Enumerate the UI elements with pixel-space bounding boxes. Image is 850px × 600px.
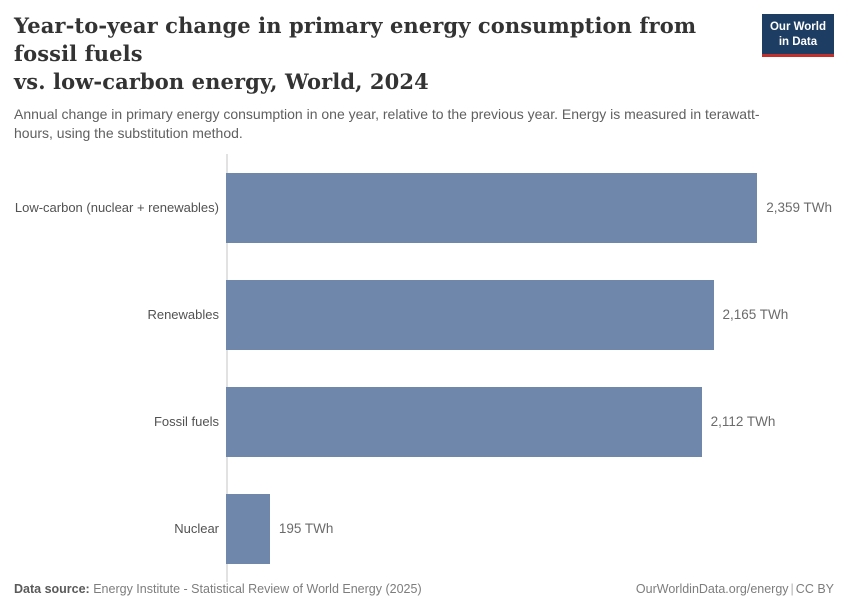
value-label: 2,112 TWh xyxy=(710,414,776,430)
chart-footer: Data source: Energy Institute - Statisti… xyxy=(14,582,834,596)
category-label: Nuclear xyxy=(174,521,219,537)
owid-logo-line2: in Data xyxy=(778,35,818,48)
category-label: Renewables xyxy=(147,307,219,323)
bar-chart: Low-carbon (nuclear + renewables) 2,359 … xyxy=(14,154,834,583)
data-source: Data source: Energy Institute - Statisti… xyxy=(14,582,422,596)
bar-track: 2,165 TWh xyxy=(226,279,834,350)
value-label: 2,165 TWh xyxy=(722,307,789,323)
value-label: 195 TWh xyxy=(278,521,334,537)
bar-track: 2,359 TWh xyxy=(226,172,834,243)
y-axis-line xyxy=(226,154,228,583)
site-link[interactable]: OurWorldinData.org/energy xyxy=(635,582,789,597)
chart-title: Year-to-year change in primary energy co… xyxy=(14,12,754,96)
chart-title-line2: vs. low-carbon energy, World, 2024 xyxy=(14,68,429,94)
bar-row: Renewables 2,165 TWh xyxy=(14,261,834,368)
bar[interactable] xyxy=(226,279,714,350)
bar-row: Fossil fuels 2,112 TWh xyxy=(14,368,834,475)
category-label: Low-carbon (nuclear + renewables) xyxy=(14,200,219,216)
data-source-text: Energy Institute - Statistical Review of… xyxy=(93,582,422,597)
footer-separator: | xyxy=(790,582,794,597)
chart-title-line1: Year-to-year change in primary energy co… xyxy=(14,13,697,66)
owid-logo-line1: Our World xyxy=(769,21,826,33)
chart-subtitle: Annual change in primary energy consumpt… xyxy=(14,105,760,142)
footer-right: OurWorldinData.org/energy | CC BY xyxy=(636,582,834,596)
license-label: CC BY xyxy=(795,582,834,597)
bar-track: 2,112 TWh xyxy=(226,386,834,457)
chart-header: Year-to-year change in primary energy co… xyxy=(14,12,834,96)
bar[interactable] xyxy=(226,172,758,243)
value-label: 2,359 TWh xyxy=(766,200,832,216)
owid-logo[interactable]: Our World in Data xyxy=(761,14,834,57)
bar-row: Low-carbon (nuclear + renewables) 2,359 … xyxy=(14,154,834,261)
bar-track: 195 TWh xyxy=(226,493,834,564)
bar[interactable] xyxy=(226,493,270,564)
bar[interactable] xyxy=(226,386,702,457)
category-label: Fossil fuels xyxy=(153,414,219,430)
data-source-label: Data source: xyxy=(14,582,90,597)
bar-row: Nuclear 195 TWh xyxy=(14,475,834,582)
